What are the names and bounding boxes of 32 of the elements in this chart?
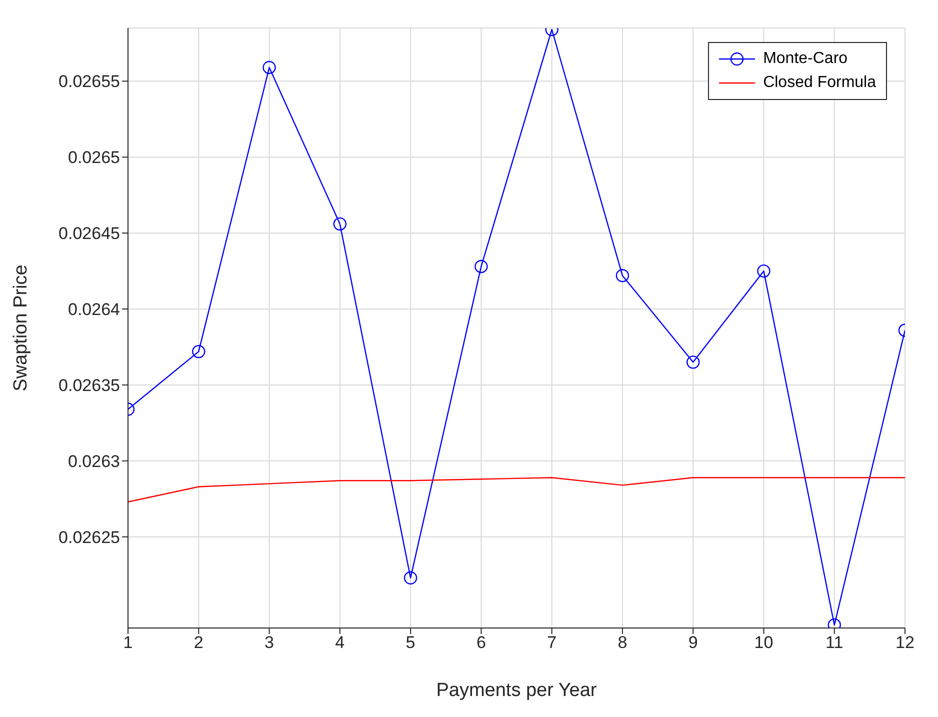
x-tick-label: 7 — [547, 633, 557, 652]
x-tick-label: 8 — [618, 633, 628, 652]
y-tick-label: 0.02645 — [58, 224, 120, 244]
x-tick-label: 5 — [406, 633, 416, 652]
y-axis-title: Swaption Price — [10, 264, 32, 392]
point — [262, 60, 276, 74]
x-tick-label: 9 — [688, 633, 698, 652]
legend-label: Closed Formula — [763, 73, 876, 93]
x-axis-title: Payments per Year — [436, 680, 598, 701]
x-tick-label: 4 — [335, 633, 345, 652]
point — [333, 217, 347, 231]
y-tick-label: 0.02635 — [58, 376, 120, 395]
x-tick-label: 12 — [896, 633, 914, 652]
line-series — [128, 477, 905, 503]
y-tick-label: 0.02655 — [58, 72, 120, 92]
x-tick-label: 10 — [754, 633, 774, 652]
x-tick-label: 1 — [123, 633, 133, 652]
point — [474, 260, 488, 274]
x-tick-label: 6 — [476, 633, 486, 652]
legend-label: Monte-Caro — [763, 49, 848, 69]
point — [192, 344, 206, 358]
y-tick-label: 0.0263 — [68, 452, 120, 471]
x-tick-label: 11 — [826, 633, 844, 652]
y-tick-label: 0.0265 — [68, 148, 120, 168]
point — [404, 571, 418, 584]
y-tick-label: 0.02625 — [58, 528, 120, 547]
point — [686, 356, 700, 369]
x-tick-label: 3 — [264, 633, 274, 652]
y-tick-label: 0.0264 — [68, 300, 120, 320]
point — [757, 264, 770, 278]
point — [616, 268, 630, 282]
x-tick-label: 2 — [194, 633, 204, 652]
